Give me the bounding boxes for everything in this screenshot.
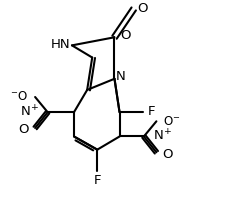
Text: O: O bbox=[162, 147, 173, 160]
Text: F: F bbox=[148, 105, 155, 118]
Text: O: O bbox=[137, 2, 147, 15]
Text: N$^{+}$: N$^{+}$ bbox=[20, 104, 39, 119]
Text: $^{-}$O: $^{-}$O bbox=[10, 90, 28, 103]
Text: O$^{-}$: O$^{-}$ bbox=[164, 114, 181, 127]
Text: F: F bbox=[94, 173, 101, 186]
Text: HN: HN bbox=[51, 38, 71, 51]
Text: N$^{+}$: N$^{+}$ bbox=[153, 128, 172, 143]
Text: O: O bbox=[18, 123, 29, 136]
Text: O: O bbox=[120, 29, 130, 42]
Text: N: N bbox=[116, 70, 125, 83]
